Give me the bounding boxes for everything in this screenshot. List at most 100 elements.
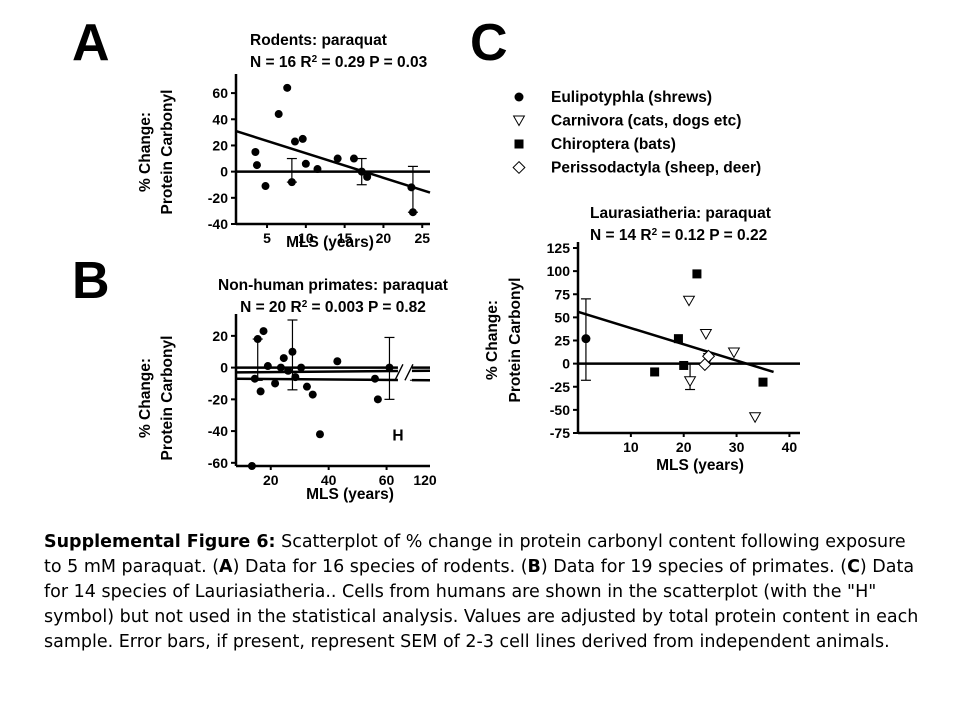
x-tick-label: 20 [676, 439, 692, 455]
data-point-circle [253, 335, 262, 344]
data-point-circle [271, 379, 280, 388]
x-tick-label: 20 [263, 472, 279, 488]
data-point-diamond [698, 357, 712, 372]
caption-body: Scatterplot of % change in protein carbo… [44, 532, 918, 652]
y-axis-label-line1: % Change: [484, 300, 501, 380]
legend-marker-square [514, 139, 524, 149]
y-tick-label: 50 [554, 309, 570, 325]
data-point-circle [276, 363, 285, 372]
data-point-triangle [748, 412, 762, 424]
data-point-circle [284, 366, 293, 375]
x-tick-label: 30 [729, 439, 745, 455]
data-point-circle [252, 161, 261, 170]
chart-primates: Non-human primates: paraquat N = 20 R2 = … [137, 277, 448, 503]
data-point-square [650, 367, 660, 377]
regression-line [235, 129, 431, 194]
legend-marker-diamond [512, 160, 526, 175]
x-axis-label: MLS (years) [306, 486, 394, 503]
data-point-circle [291, 373, 300, 382]
y-tick-label: 20 [212, 137, 228, 153]
chart-subtitle: N = 14 R2 = 0.12 P = 0.22 [590, 227, 767, 245]
y-tick-label: -60 [208, 455, 228, 471]
chart-title: Rodents: paraquat [250, 32, 387, 49]
axis-break-mark [394, 364, 404, 381]
y-tick-label: -40 [208, 423, 228, 439]
y-tick-label: 0 [562, 356, 570, 372]
caption-label: Supplemental Figure 6: [44, 532, 276, 552]
legend-marker-circle [514, 92, 524, 102]
data-point-circle [247, 462, 256, 470]
y-axis-label-line1: % Change: [137, 358, 154, 438]
data-point-triangle [682, 295, 696, 307]
data-point-circle [288, 347, 297, 356]
data-point-circle [250, 374, 259, 383]
chart-rodents: Rodents: paraquat N = 16 R2 = 0.29 P = 0.… [137, 32, 431, 251]
regression-line [235, 369, 431, 374]
data-point-circle [349, 154, 358, 163]
legend-label: Eulipotyphla (shrews) [551, 89, 712, 106]
x-tick-label: 20 [376, 230, 392, 246]
data-point-circle [333, 154, 342, 163]
data-point-square [758, 377, 768, 387]
y-tick-label: -75 [550, 425, 570, 441]
x-axis-label: MLS (years) [656, 457, 744, 474]
data-point-circle [256, 387, 265, 396]
panel-letter-c: C [470, 14, 508, 72]
data-point-square [673, 334, 683, 344]
r-squared-exponent: 2 [312, 54, 318, 65]
y-tick-label: 0 [220, 164, 228, 180]
subtitle-part: N = 14 R [590, 227, 652, 244]
y-axis-label-line2: Protein Carbonyl [159, 336, 176, 461]
panel-letter-a: A [72, 14, 110, 72]
y-tick-label: 125 [547, 240, 571, 256]
chart-subtitle: N = 16 R2 = 0.29 P = 0.03 [250, 54, 428, 72]
y-tick-label: 20 [212, 328, 228, 344]
data-point-triangle [683, 376, 697, 388]
caption-text: ) Data for 19 species of primates. ( [540, 557, 848, 577]
y-tick-label: -40 [208, 216, 228, 232]
x-tick-label: 60 [379, 472, 395, 488]
x-tick-label: 40 [782, 439, 798, 455]
subtitle-part: = 0.003 P = 0.82 [307, 299, 426, 316]
x-tick-label: 10 [623, 439, 639, 455]
subtitle-part: = 0.29 P = 0.03 [317, 54, 427, 71]
legend-label: Carnivora (cats, dogs etc) [551, 113, 741, 130]
data-point-circle [363, 172, 372, 181]
data-point-circle [297, 363, 306, 372]
data-point-circle [251, 148, 260, 156]
y-tick-label: -20 [208, 391, 228, 407]
y-tick-label: 60 [212, 85, 228, 101]
regression-line [235, 377, 431, 382]
x-tick-label: 5 [263, 230, 271, 246]
chart-title: Non-human primates: paraquat [218, 277, 448, 294]
data-point-circle [408, 208, 417, 217]
y-tick-label: 75 [554, 286, 570, 302]
y-tick-label: 25 [554, 333, 570, 349]
r-squared-exponent: 2 [302, 299, 308, 310]
human-annotation: H [392, 427, 403, 444]
y-axis-label-line2: Protein Carbonyl [507, 278, 524, 403]
data-point-square [679, 360, 689, 370]
data-point-circle [313, 165, 322, 174]
data-point-circle [261, 182, 270, 191]
caption-panel-ref: B [527, 557, 541, 577]
figure-caption: Supplemental Figure 6: Scatterplot of % … [44, 530, 924, 655]
x-tick-label: 15 [337, 230, 353, 246]
chart-subtitle: N = 20 R2 = 0.003 P = 0.82 [240, 299, 426, 317]
y-tick-label: -50 [550, 402, 570, 418]
data-point-triangle [727, 347, 741, 359]
data-point-circle [581, 334, 591, 344]
data-point-circle [302, 382, 311, 391]
data-point-circle [274, 110, 283, 119]
data-point-square [692, 269, 702, 279]
axis-break-mark [404, 364, 414, 381]
caption-text: Scatterplot of % change in protein carbo… [44, 532, 906, 577]
legend-laurasiatheria: Eulipotyphla (shrews) Carnivora (cats, do… [512, 89, 761, 177]
x-tick-label: 25 [414, 230, 430, 246]
data-point-circle [298, 134, 307, 143]
subtitle-part: = 0.12 P = 0.22 [657, 227, 767, 244]
chart-laurasiatheria: Laurasiatheria: paraquat N = 14 R2 = 0.12… [484, 205, 800, 474]
data-point-triangle [699, 329, 713, 340]
r-squared-exponent: 2 [652, 227, 658, 238]
